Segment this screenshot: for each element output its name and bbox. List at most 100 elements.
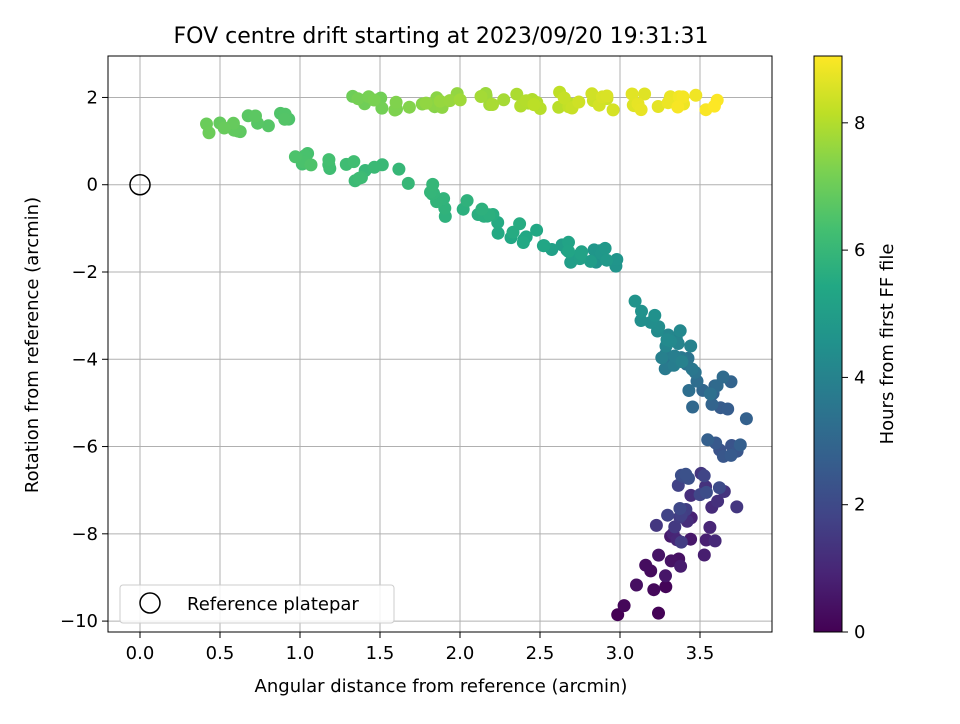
data-point — [699, 485, 713, 499]
data-point — [562, 244, 575, 258]
data-point — [659, 569, 672, 583]
y-tick-label: −4 — [71, 349, 98, 370]
data-point — [530, 223, 544, 237]
data-point — [433, 94, 447, 108]
data-point — [628, 294, 642, 308]
data-point — [673, 324, 687, 338]
data-point — [674, 535, 688, 549]
reference-marker-group — [129, 173, 151, 196]
data-point — [711, 494, 725, 508]
data-point — [639, 558, 653, 572]
data-point — [527, 98, 541, 112]
data-point — [617, 599, 631, 613]
data-point — [712, 481, 726, 495]
data-point — [739, 412, 753, 426]
x-tick-label: 3.5 — [686, 643, 715, 664]
x-tick-label: 1.5 — [366, 643, 395, 664]
data-point — [585, 87, 599, 101]
data-points — [200, 85, 753, 622]
data-point — [598, 241, 612, 255]
chart-title: FOV centre drift starting at 2023/09/20 … — [174, 24, 709, 49]
y-axis-label: Rotation from reference (arcmin) — [22, 197, 43, 493]
data-point — [655, 351, 669, 365]
data-point — [584, 254, 598, 268]
data-point — [202, 126, 216, 140]
x-tick-label: 0.5 — [206, 643, 235, 664]
y-tick-label: 0 — [87, 175, 98, 196]
data-point — [730, 500, 744, 514]
legend-entry-reference: Reference platepar — [187, 594, 359, 615]
data-point — [661, 96, 675, 110]
data-point — [516, 236, 530, 249]
data-point — [574, 247, 588, 261]
data-point — [703, 387, 717, 401]
data-point — [497, 93, 511, 107]
data-point — [647, 583, 661, 597]
y-tick-label: −10 — [60, 611, 98, 632]
data-point — [701, 433, 715, 447]
data-point — [664, 554, 678, 568]
reference-platepar-marker — [129, 173, 151, 196]
data-point — [351, 92, 365, 106]
x-tick-label: 2.5 — [526, 643, 555, 664]
data-point — [443, 94, 457, 108]
data-point — [600, 253, 614, 267]
data-point — [703, 520, 717, 534]
data-point — [684, 339, 698, 353]
data-point — [606, 103, 620, 117]
data-point — [288, 150, 302, 164]
data-point — [685, 362, 699, 376]
data-point — [671, 100, 685, 114]
data-point — [638, 87, 652, 101]
plot-frame — [107, 55, 773, 633]
data-point — [389, 95, 403, 109]
x-tick-label: 1.0 — [286, 643, 315, 664]
x-axis-label: Angular distance from reference (arcmin) — [255, 676, 628, 697]
axes: 0.0 0.5 1.0 1.5 2.0 2.5 3.0 3.5 −10 −8 −6 −4 −2 0 2 — [60, 55, 773, 664]
x-tick-label: 2.0 — [446, 643, 475, 664]
data-point — [392, 162, 406, 176]
data-point — [673, 502, 687, 515]
data-point — [557, 91, 571, 105]
data-point — [217, 121, 231, 135]
data-point — [537, 239, 551, 253]
data-point — [634, 103, 648, 117]
data-point — [716, 370, 730, 384]
data-point — [304, 158, 318, 172]
data-point — [610, 253, 624, 266]
data-point — [652, 606, 665, 620]
data-point — [675, 355, 689, 369]
data-point — [600, 89, 614, 103]
data-point — [679, 467, 693, 481]
data-point — [249, 109, 262, 123]
data-point — [697, 469, 711, 483]
data-point — [649, 518, 663, 532]
data-point — [661, 508, 675, 522]
data-point — [660, 333, 674, 347]
data-point — [705, 397, 719, 411]
colorbar — [813, 55, 843, 633]
data-point — [474, 90, 488, 103]
data-point — [367, 160, 381, 174]
data-point — [652, 548, 666, 562]
data-point — [674, 559, 688, 573]
data-point — [572, 95, 586, 109]
x-tick-label: 0.0 — [126, 643, 155, 664]
legend-reference-marker — [139, 592, 161, 614]
data-point — [721, 402, 735, 416]
x-tick-label: 3.0 — [606, 643, 635, 664]
data-point — [689, 88, 703, 102]
y-tick-label: 2 — [87, 87, 98, 108]
data-point — [322, 153, 336, 167]
data-point — [367, 93, 381, 107]
data-point — [426, 177, 440, 191]
data-point — [697, 548, 711, 562]
data-point — [460, 194, 474, 208]
data-point — [347, 155, 361, 169]
data-point — [375, 101, 389, 115]
data-point — [686, 400, 700, 414]
colorbar-ticks: 0 2 4 6 8 — [842, 113, 865, 643]
data-point — [630, 578, 643, 592]
legend: Reference platepar — [119, 584, 395, 624]
